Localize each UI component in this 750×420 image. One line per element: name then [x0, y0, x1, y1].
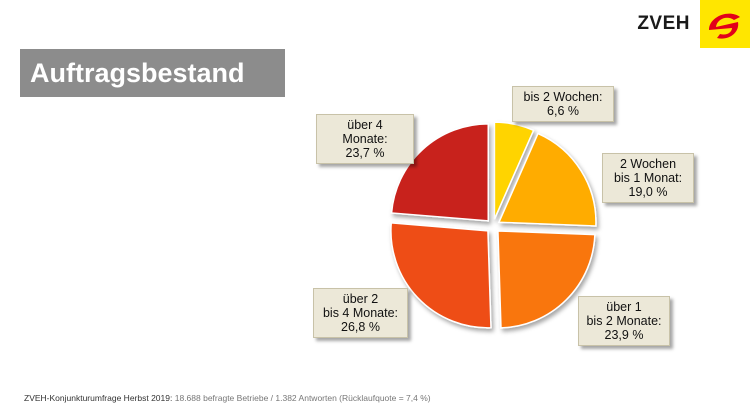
- pie-slice: [390, 222, 492, 329]
- brand-name: ZVEH: [637, 13, 690, 34]
- pie-slice: [493, 121, 535, 220]
- footer-source-label: ZVEH-Konjunkturumfrage Herbst 2019:: [24, 393, 173, 403]
- zveh-logo-icon: [700, 0, 750, 48]
- pie-slice: [390, 123, 490, 222]
- pie-slice-label: bis 2 Wochen: 6,6 %: [512, 86, 614, 122]
- page-title: Auftragsbestand: [20, 49, 285, 97]
- pie-slice: [497, 132, 597, 227]
- pie-slice-label: über 4 Monate: 23,7 %: [316, 114, 414, 164]
- pie-slice-label: über 1 bis 2 Monate: 23,9 %: [578, 296, 670, 346]
- footer-source-details: 18.688 befragte Betriebe / 1.382 Antwort…: [174, 393, 431, 403]
- footer-source: ZVEH-Konjunkturumfrage Herbst 2019: 18.6…: [24, 393, 431, 403]
- pie-slice-label: 2 Wochen bis 1 Monat: 19,0 %: [602, 153, 694, 203]
- pie-slice: [497, 230, 596, 329]
- pie-slice-label: über 2 bis 4 Monate: 26,8 %: [313, 288, 408, 338]
- brand-header: ZVEH: [637, 0, 750, 48]
